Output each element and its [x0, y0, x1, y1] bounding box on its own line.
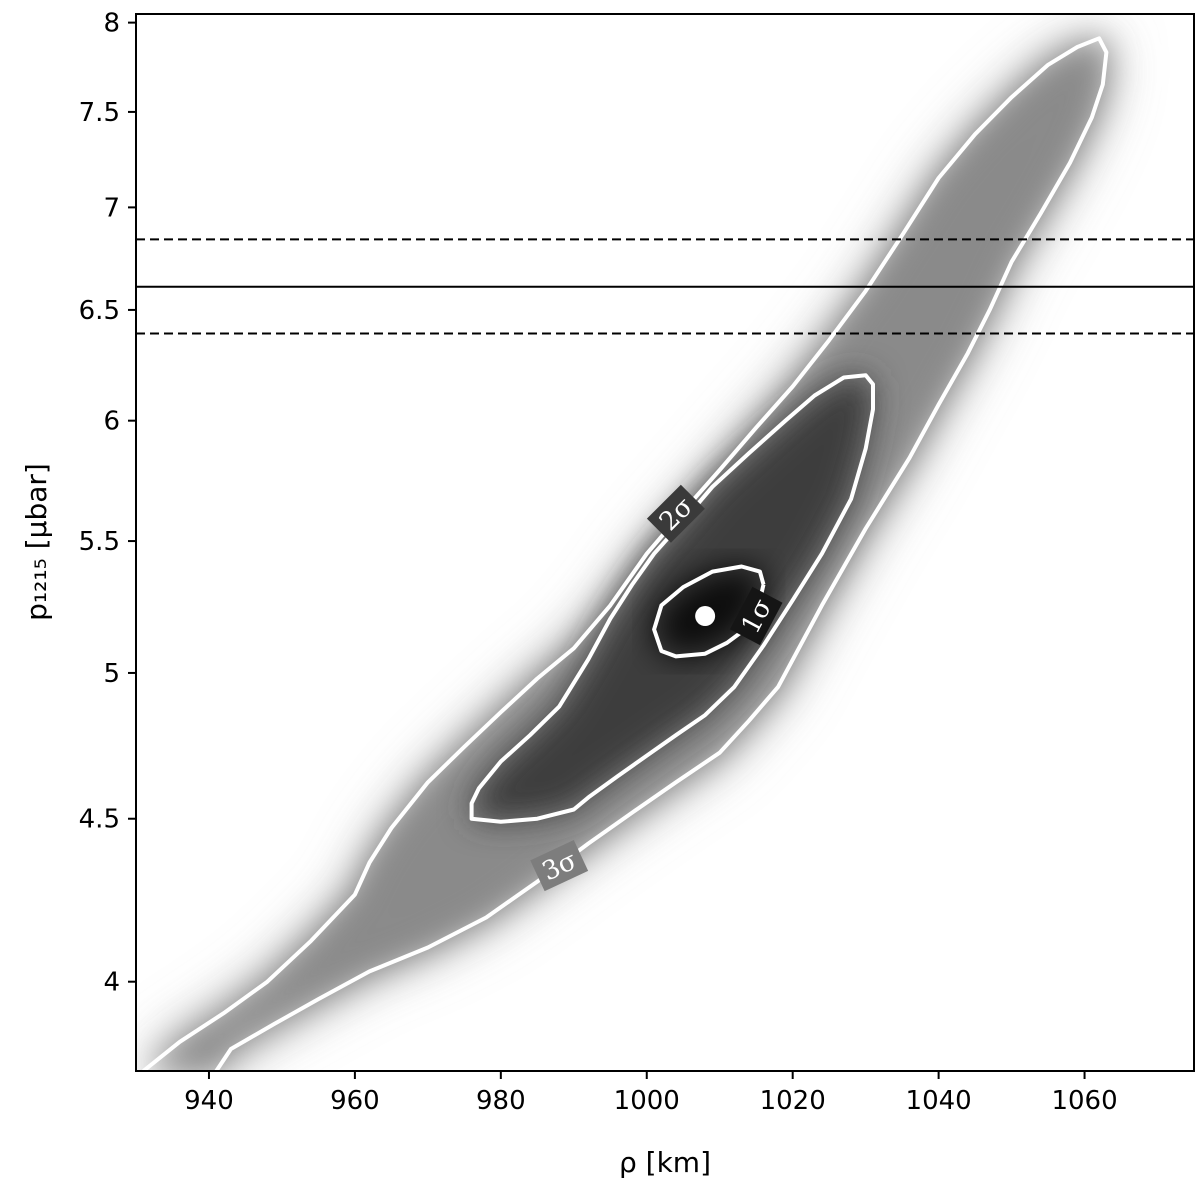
x-tick-label: 1000: [614, 1086, 680, 1116]
contour-label-3sigma-gap: [530, 840, 589, 892]
reference-lines: [136, 238, 1194, 335]
density-3sigma: [143, 38, 1107, 1071]
y-tick-label: 5.5: [79, 527, 120, 557]
y-axis-ticks: 4 4.5 5 5.5 6 6.5 7 7.5 8: [79, 9, 136, 998]
plot-frame: [135, 13, 1195, 1072]
x-tick-label: 1040: [906, 1086, 972, 1116]
contour-2sigma: [469, 373, 875, 824]
x-axis-ticks: 940 960 980 1000 1020 1040 1060: [184, 1071, 1118, 1116]
x-tick-label: 960: [330, 1086, 380, 1116]
y-tick-label: 6.5: [79, 296, 120, 326]
x-tick-label: 940: [184, 1086, 234, 1116]
y-tick-label: 4: [103, 968, 120, 998]
y-axis-label: p₁₂₁₅ [μbar]: [20, 463, 53, 621]
y-tick-label: 7: [103, 193, 120, 223]
y-tick-label: 8: [103, 9, 120, 39]
x-tick-label: 1020: [760, 1086, 826, 1116]
x-tick-label: 980: [476, 1086, 526, 1116]
best-fit-point: [695, 606, 716, 627]
y-tick-label: 7.5: [79, 98, 120, 128]
y-tick-label: 5: [103, 659, 120, 689]
x-axis-label: ρ [km]: [619, 1146, 711, 1179]
contour-label-2sigma-gap: [646, 484, 705, 543]
contour-3sigma: [142, 36, 1109, 1071]
y-tick-label: 4.5: [79, 805, 120, 835]
y-tick-label: 6: [103, 407, 120, 437]
contour-label-1sigma-gap: [729, 586, 783, 646]
x-tick-label: 1060: [1051, 1086, 1117, 1116]
